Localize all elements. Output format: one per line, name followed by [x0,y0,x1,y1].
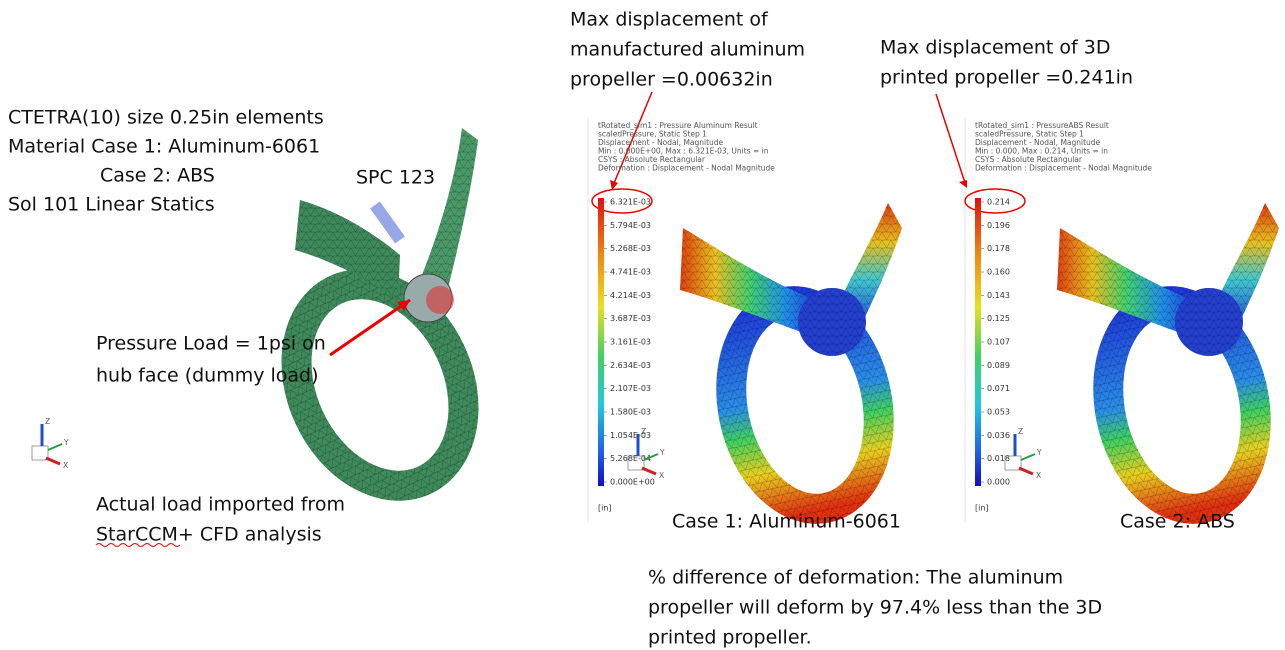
annotation-line: printed propeller =0.241in [880,67,1133,89]
triad-label: Z [45,417,50,426]
triad-label: Y [659,448,665,457]
legend-label: 5.268E-03 [610,244,651,253]
slide: SPC 123 CTETRA(10) size 0.25in elements M… [0,0,1285,650]
conclusion-line: propeller will deform by 97.4% less than… [648,597,1102,619]
legend-label: 1.580E-03 [610,408,651,417]
spc-label: SPC 123 [356,167,435,189]
legend-label: 0.214 [987,198,1010,207]
triad-y [1021,454,1035,460]
result-header: Deformation : Displacement - Nodal Magni… [598,164,775,173]
triad-x [642,468,656,474]
triad-x [46,458,60,464]
conclusion-line: % difference of deformation: The aluminu… [648,567,1063,589]
legend-label: 2.107E-03 [610,384,651,393]
triad-label: X [659,471,664,480]
legend-label: 0.196 [987,221,1010,230]
legend-label: 0.125 [987,314,1010,323]
triad-x [1019,468,1033,474]
legend-label: 0.071 [987,384,1010,393]
legend-label: 0.018 [987,454,1010,463]
legend-label: 3.161E-03 [610,338,651,347]
legend-label: 0.000 [987,478,1010,487]
legend-label: 4.741E-03 [610,268,651,277]
setup-line: Material Case 1: Aluminum-6061 [8,136,320,158]
legend-label: 2.634E-03 [610,361,651,370]
caption: Case 2: ABS [1120,511,1235,533]
legend-label: 0.178 [987,244,1010,253]
pressure-label: Pressure Load = 1psi on [96,333,326,355]
legend-label: 0.053 [987,408,1010,417]
color-bar [975,198,981,486]
triad-label: Y [63,438,69,447]
result-header: Deformation : Displacement - Nodal Magni… [975,164,1152,173]
annotation-line: propeller =0.00632in [570,69,773,91]
annotation-line: manufactured aluminum [570,39,805,61]
abs-model [1057,203,1279,523]
setup-line: CTETRA(10) size 0.25in elements [8,107,324,129]
triad-y [48,444,62,450]
legend-label: 5.794E-03 [610,221,651,230]
pressure-label: hub face (dummy load) [96,365,319,387]
unit-label: [in] [975,504,989,513]
legend-label: 0.107 [987,338,1010,347]
aluminum-model [680,203,902,523]
legend-label: 4.214E-03 [610,291,651,300]
triad-label: X [63,461,68,470]
actual-load-note: StarCCM+ CFD analysis [96,524,322,546]
triad-label: Y [1036,448,1042,457]
legend-label: 6.321E-03 [610,198,651,207]
legend-label: 0.000E+00 [610,478,655,487]
annotation-arrow [936,94,966,186]
triad-label: Z [641,427,646,436]
pressure-arrow [330,300,410,355]
legend-label: 0.160 [987,268,1010,277]
actual-load-note: Actual load imported from [96,494,345,516]
triad-box [32,446,48,460]
caption: Case 1: Aluminum-6061 [672,511,901,533]
color-bar [598,198,604,486]
triad-label: Z [1018,427,1023,436]
legend-label: 0.089 [987,361,1010,370]
legend-label: 3.687E-03 [610,314,651,323]
triad-label: X [1036,471,1041,480]
annotation-line: Max displacement of 3D [880,37,1110,59]
annotation-line: Max displacement of [570,9,769,31]
legend-label: 0.036 [987,431,1010,440]
setup-line: Case 2: ABS [100,165,215,187]
unit-label: [in] [598,504,612,513]
conclusion-line: printed propeller. [648,627,812,649]
legend-label: 0.143 [987,291,1010,300]
setup-line: Sol 101 Linear Statics [8,194,215,216]
